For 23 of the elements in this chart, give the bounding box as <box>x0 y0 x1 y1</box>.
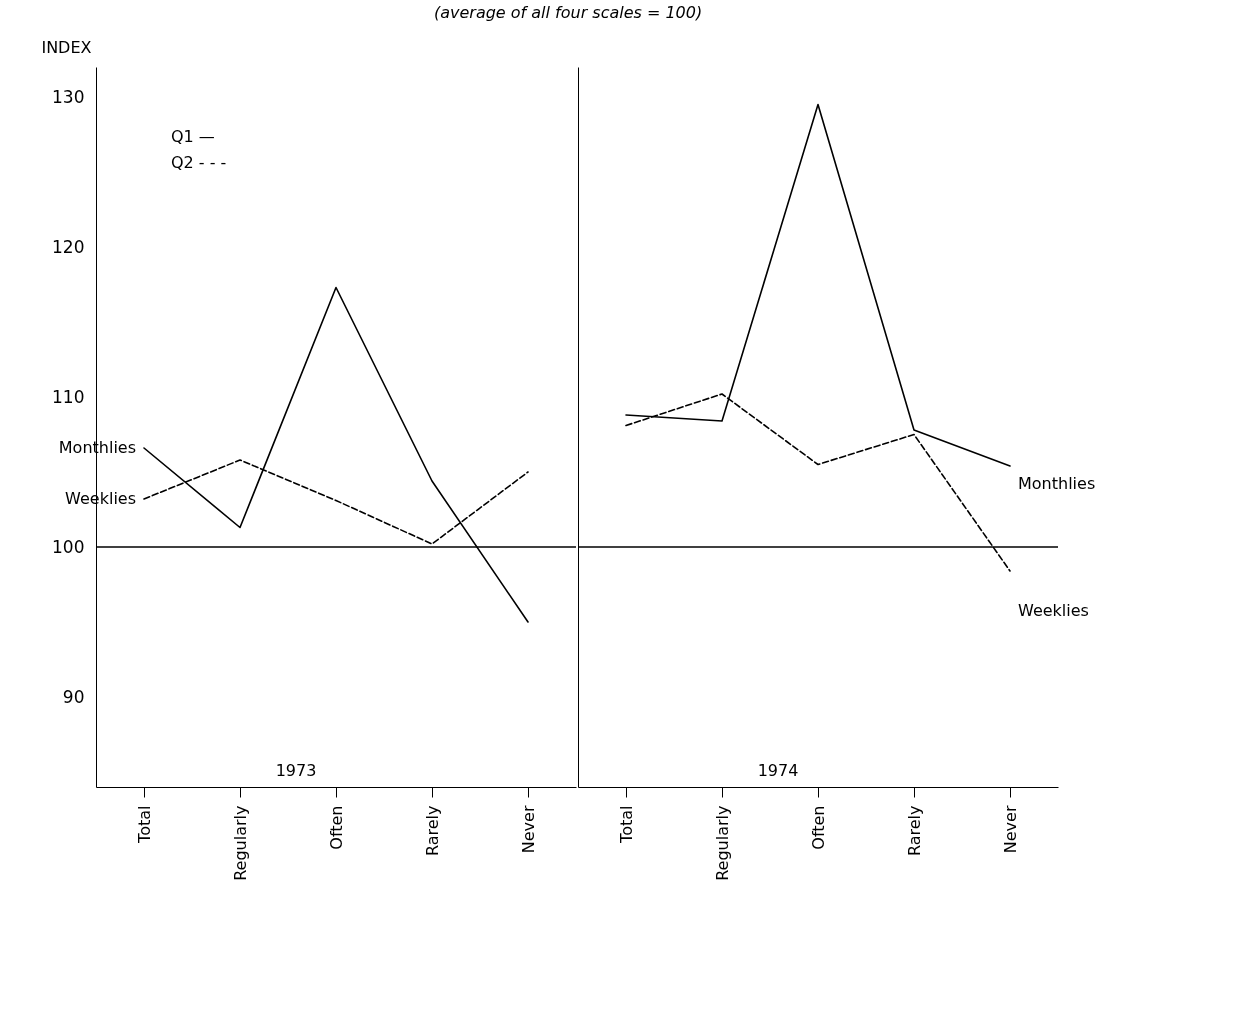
y-tick-label: 100 <box>52 536 85 557</box>
x-tick-label: Rarely <box>904 805 924 857</box>
x-tick-label: Never <box>1000 805 1020 854</box>
chart-title: (average of all four scales = 100) <box>433 3 703 22</box>
x-tick-label: Often <box>326 805 346 850</box>
y-tick-label: 130 <box>52 86 85 107</box>
x-axis-title: 1973 <box>275 761 317 780</box>
x-tick-label: Total <box>134 805 154 844</box>
y-tick-label: 90 <box>62 686 85 707</box>
annotation: Q2 - - - <box>171 153 227 172</box>
series-label: Monthlies <box>1018 474 1096 493</box>
x-tick-label: Total <box>616 805 636 844</box>
x-tick-label: Rarely <box>422 805 442 857</box>
x-tick-label: Often <box>808 805 828 850</box>
y-tick-label: 110 <box>52 386 85 407</box>
x-tick-label: Regularly <box>230 805 250 881</box>
y-axis-title: INDEX <box>41 37 92 57</box>
y-tick-label: 120 <box>52 236 85 257</box>
series-label: Weeklies <box>1018 601 1089 620</box>
x-tick-label: Never <box>518 805 538 854</box>
x-axis-title: 1974 <box>757 761 799 780</box>
annotation: Q1 — <box>171 127 215 146</box>
x-tick-label: Regularly <box>712 805 732 881</box>
